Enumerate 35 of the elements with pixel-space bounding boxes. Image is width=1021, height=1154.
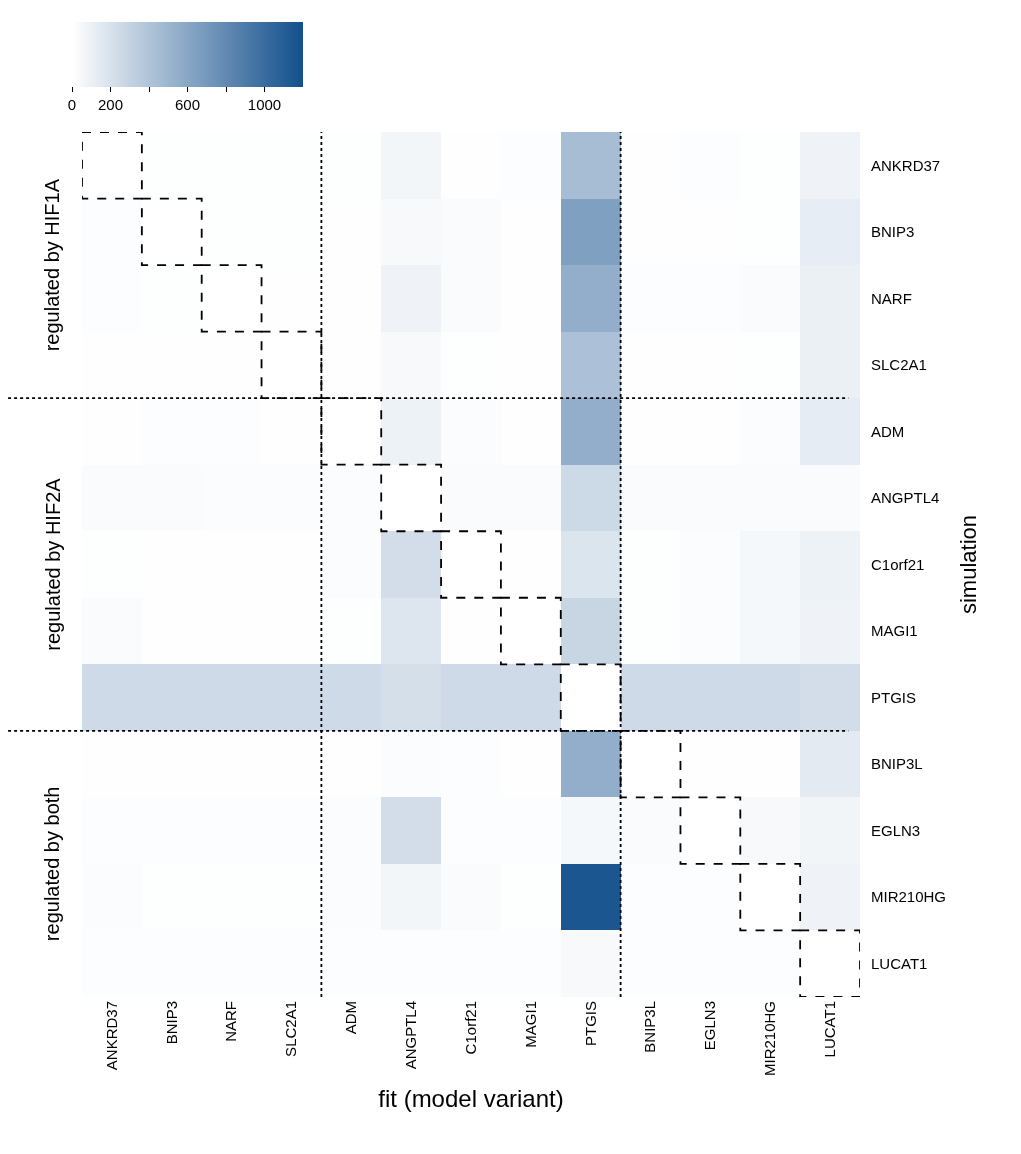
y-tick-label: NARF — [871, 289, 912, 307]
text: regulated by HIF2A — [41, 477, 64, 651]
y-tick-label: PTGIS — [871, 688, 917, 706]
y-tick-label: MIR210HG — [871, 888, 947, 906]
y-tick-label: ANGPTL4 — [871, 489, 940, 507]
x-tick-label: SLC2A1 — [282, 1001, 300, 1057]
text: regulated by both — [41, 786, 64, 942]
x-tick-label: ADM — [342, 1001, 360, 1035]
text: regulated by HIF1A — [41, 178, 64, 352]
x-tick-label: C1orf21 — [461, 1001, 479, 1055]
x-tick-label: EGLN3 — [701, 1001, 719, 1051]
x-tick-label: LUCAT1 — [820, 1001, 838, 1058]
y-tick-label: MAGI1 — [871, 622, 918, 640]
x-tick-label: MIR210HG — [761, 1001, 779, 1077]
x-tick-label: BNIP3L — [641, 1001, 659, 1053]
y-tick-label: LUCAT1 — [871, 954, 928, 972]
x-tick-label: NARF — [222, 1001, 240, 1042]
y-tick-label: ANKRD37 — [871, 156, 941, 174]
y-tick-label: C1orf21 — [871, 555, 925, 573]
x-axis-title: fit (model variant) — [378, 1085, 564, 1113]
y-tick-label: EGLN3 — [871, 821, 921, 839]
y-tick-label: BNIP3 — [871, 223, 915, 241]
color-bar-label: 600 — [174, 95, 201, 113]
y-tick-label: ADM — [871, 422, 905, 440]
y-tick-label: SLC2A1 — [871, 356, 927, 374]
x-tick-label: ANKRD37 — [102, 1001, 120, 1071]
y-axis-title: simulation — [955, 514, 981, 615]
color-bar-label: 200 — [97, 95, 124, 113]
x-tick-label: PTGIS — [581, 1001, 599, 1047]
x-tick-label: ANGPTL4 — [402, 1001, 420, 1070]
y-tick-label: BNIP3L — [871, 755, 923, 773]
color-bar-label: 0 — [67, 95, 77, 113]
x-tick-label: BNIP3 — [162, 1001, 180, 1045]
x-tick-label: MAGI1 — [521, 1001, 539, 1048]
color-bar-label: 1000 — [247, 95, 282, 113]
